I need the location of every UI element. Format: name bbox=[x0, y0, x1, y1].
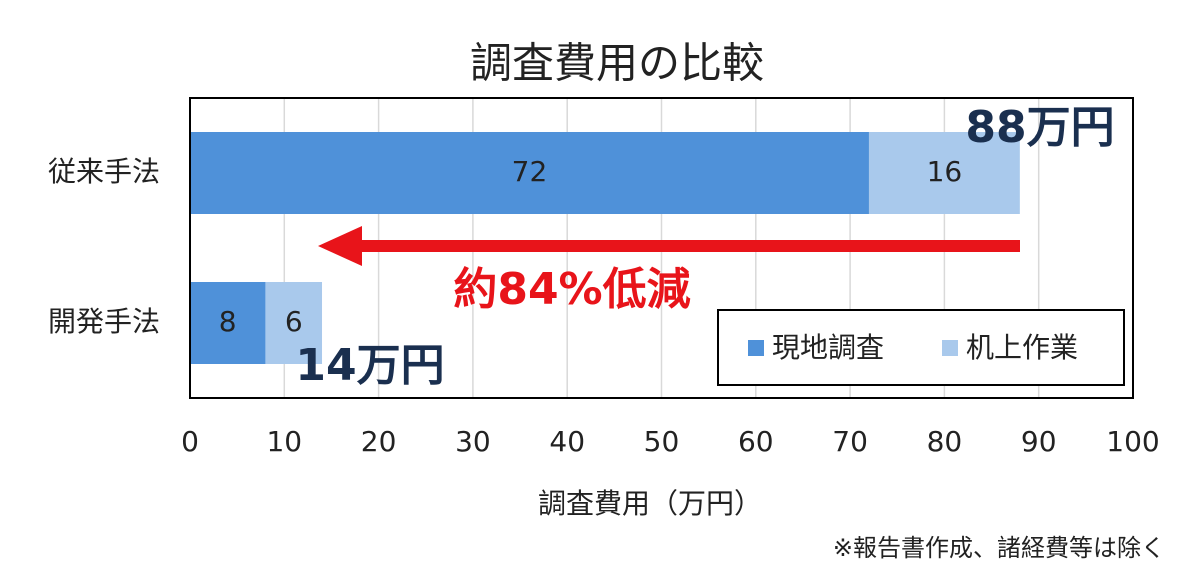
bars: 72 16 8 6 bbox=[190, 132, 1020, 364]
total-label: 14万円 bbox=[295, 340, 444, 391]
data-label: 16 bbox=[927, 155, 963, 188]
x-tick-label: 80 bbox=[927, 425, 963, 458]
legend: 現地調査 机上作業 bbox=[717, 309, 1125, 386]
x-tick-label: 40 bbox=[549, 425, 585, 458]
arrow-head bbox=[318, 226, 362, 266]
x-tick-label: 0 bbox=[181, 425, 199, 458]
chart-title: 調査費用の比較 bbox=[470, 39, 764, 88]
reduction-label: 約84%低減 bbox=[453, 264, 690, 315]
bar bbox=[868, 132, 1020, 214]
legend-swatch bbox=[748, 340, 764, 356]
x-tick-label: 10 bbox=[266, 425, 302, 458]
total-label: 88万円 bbox=[965, 102, 1114, 153]
data-label: 72 bbox=[512, 155, 548, 188]
x-tick-label: 30 bbox=[455, 425, 491, 458]
y-tick-label: 開発手法 bbox=[48, 305, 160, 338]
x-tick-label: 60 bbox=[738, 425, 774, 458]
bar bbox=[190, 132, 869, 214]
legend-swatch bbox=[942, 340, 958, 356]
x-axis-label: 調査費用（万円） bbox=[538, 487, 762, 520]
data-label: 8 bbox=[219, 305, 237, 338]
x-tick-label: 70 bbox=[832, 425, 868, 458]
x-tick-label: 90 bbox=[1021, 425, 1057, 458]
x-tick-label: 50 bbox=[644, 425, 680, 458]
footnote: ※報告書作成、諸経費等は除く bbox=[833, 534, 1165, 562]
legend-frame bbox=[717, 309, 1125, 386]
data-label: 6 bbox=[285, 305, 303, 338]
legend-label: 机上作業 bbox=[966, 331, 1078, 364]
plot-frame bbox=[189, 97, 1134, 399]
legend-label: 現地調査 bbox=[772, 331, 884, 364]
y-tick-label: 従来手法 bbox=[48, 155, 160, 188]
x-tick-label: 20 bbox=[361, 425, 397, 458]
bar bbox=[190, 282, 266, 364]
x-tick-label: 100 bbox=[1106, 425, 1159, 458]
bar bbox=[265, 282, 323, 364]
